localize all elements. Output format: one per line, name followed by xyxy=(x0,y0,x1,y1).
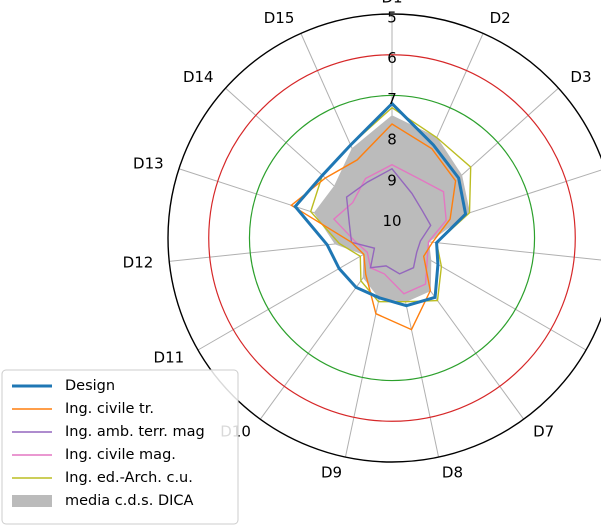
legend-label: Ing. amb. terr. mag xyxy=(65,424,205,440)
reference-ring-7 xyxy=(248,94,536,382)
radial-tick-label: 5 xyxy=(387,9,397,27)
radial-tick-label: 7 xyxy=(387,90,397,108)
radial-tick-label: 8 xyxy=(387,131,397,149)
category-label: D6 xyxy=(600,349,601,367)
category-label: D7 xyxy=(533,423,554,441)
category-label: D12 xyxy=(123,254,154,272)
legend-box xyxy=(1,369,239,525)
series-line-ing-amb-terr-mag xyxy=(345,167,432,275)
category-label: D11 xyxy=(154,349,185,367)
spoke-d11 xyxy=(197,237,393,351)
legend-swatch xyxy=(12,495,52,507)
legend: Design Ing. civile tr. Ing. amb. terr. mag… xyxy=(1,369,239,525)
legend-label: Ing. ed.-Arch. c.u. xyxy=(65,470,193,486)
category-label: D14 xyxy=(183,68,214,86)
polar-frame xyxy=(167,13,601,463)
category-label: D8 xyxy=(442,463,463,481)
category-label: D2 xyxy=(490,9,511,27)
series-line-ing-civile-mag xyxy=(332,163,447,295)
category-label: D9 xyxy=(321,463,342,481)
legend-label: media c.d.s. DICA xyxy=(65,493,194,509)
reference-ring-6 xyxy=(208,54,576,422)
category-label: D13 xyxy=(133,154,164,172)
category-label: D15 xyxy=(264,9,295,27)
legend-label: Ing. civile mag. xyxy=(65,447,176,463)
axis-labels: 5678910D1D2D3D4D5D6D7D8D9D10D11D12D13D14… xyxy=(123,0,601,481)
legend-label: Ing. civile tr. xyxy=(65,401,154,417)
category-label: D1 xyxy=(381,0,402,7)
series-layer xyxy=(290,101,472,331)
radial-tick-label: 6 xyxy=(387,49,397,67)
legend-label: Design xyxy=(65,378,115,394)
category-label: D3 xyxy=(570,68,591,86)
radial-tick-label: 10 xyxy=(382,212,401,230)
radial-tick-label: 9 xyxy=(387,171,397,189)
series-line-design xyxy=(293,101,468,308)
